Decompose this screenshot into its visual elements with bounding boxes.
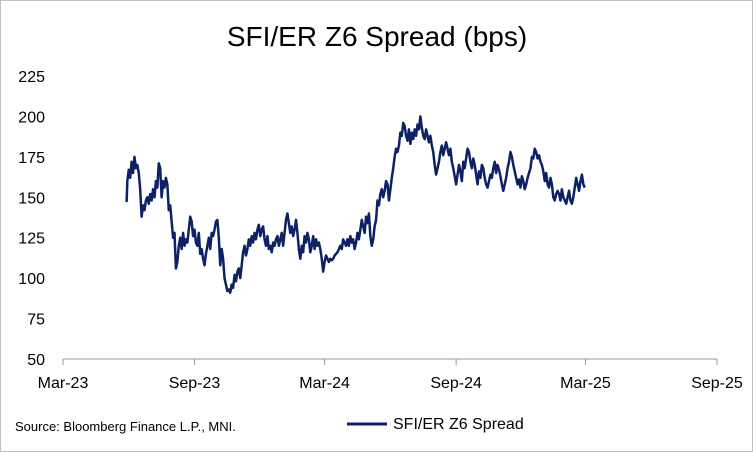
- y-axis-tick-labels: 50 75 100 125 150 175 200 225: [18, 69, 45, 369]
- x-axis-ticks: Mar-23 Sep-23 Mar-24 Sep-24 Mar-25 Sep-25: [38, 359, 743, 392]
- x-tick-label: Sep-23: [169, 375, 221, 392]
- y-tick-label: 125: [18, 231, 45, 248]
- chart-title: SFI/ER Z6 Spread (bps): [227, 21, 527, 52]
- legend-label: SFI/ER Z6 Spread: [393, 416, 524, 433]
- x-tick-label: Mar-24: [299, 375, 350, 392]
- legend: SFI/ER Z6 Spread: [347, 416, 524, 433]
- y-tick-label: 100: [18, 271, 45, 288]
- y-tick-label: 50: [27, 352, 45, 369]
- series-group: [125, 115, 586, 294]
- x-tick-label: Mar-23: [38, 375, 89, 392]
- x-tick-label: Sep-24: [430, 375, 482, 392]
- y-tick-label: 75: [27, 312, 45, 329]
- series-line: [125, 115, 586, 294]
- x-tick-label: Sep-25: [691, 375, 743, 392]
- y-tick-label: 200: [18, 109, 45, 126]
- x-tick-label: Mar-25: [560, 375, 611, 392]
- y-tick-label: 150: [18, 190, 45, 207]
- y-tick-label: 225: [18, 69, 45, 86]
- y-tick-label: 175: [18, 150, 45, 167]
- source-note: Source: Bloomberg Finance L.P., MNI.: [15, 419, 236, 434]
